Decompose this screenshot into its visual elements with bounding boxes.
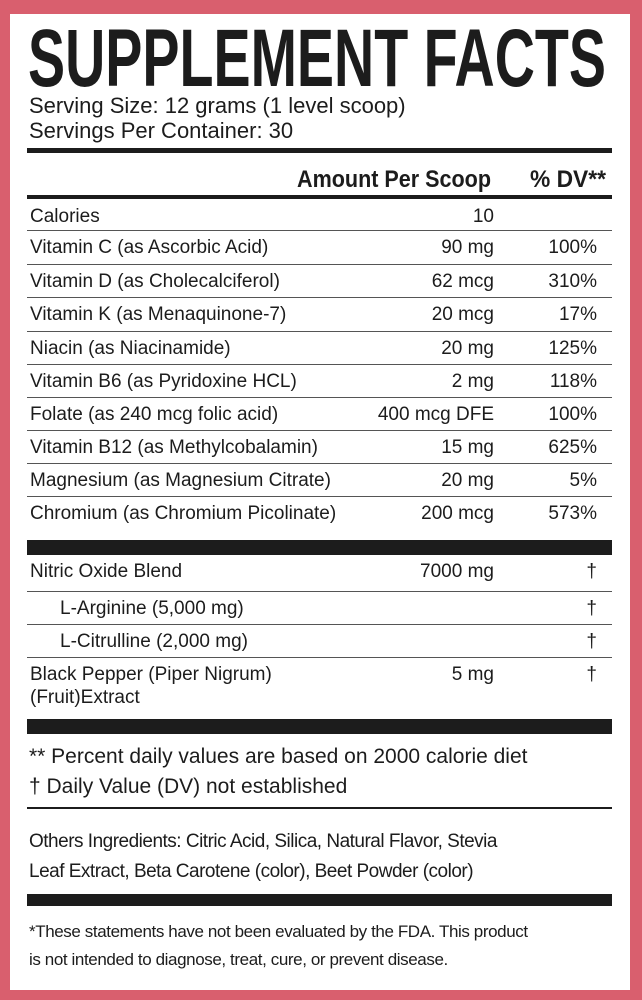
nutrient-name: L-Arginine (5,000 mg) xyxy=(60,598,244,619)
divider xyxy=(27,148,612,153)
nutrient-row: Vitamin C (as Ascorbic Acid) 90 mg 100% xyxy=(27,231,612,265)
nutrient-name: Black Pepper (Piper Nigrum) xyxy=(30,664,272,685)
nutrient-row: Vitamin K (as Menaquinone-7) 20 mcg 17% xyxy=(27,298,612,332)
nutrient-row: Nitric Oxide Blend 7000 mg † xyxy=(27,555,612,592)
nutrient-name: Folate (as 240 mcg folic acid) xyxy=(30,404,279,425)
title: SUPPLEMENT FACTS xyxy=(28,20,606,90)
header-amount: Amount Per Scoop xyxy=(297,166,491,192)
servings-per-container: Servings Per Container: 30 xyxy=(29,118,294,143)
serving-size: Serving Size: 12 grams (1 level scoop) xyxy=(29,93,406,118)
header-amount-svg: Amount Per Scoop xyxy=(297,166,491,192)
divider xyxy=(27,807,612,809)
nutrient-name: Vitamin K (as Menaquinone-7) xyxy=(30,304,287,325)
nutrient-name: Nitric Oxide Blend xyxy=(30,561,183,582)
nutrient-amount: 2 mg xyxy=(451,371,494,392)
nutrient-amount: 400 mcg DFE xyxy=(377,404,494,425)
nutrient-dv: † xyxy=(586,664,597,685)
nutrient-name-line2: (Fruit)Extract xyxy=(30,687,140,708)
nutrient-amount: 10 xyxy=(472,206,494,227)
nutrient-row: Vitamin D (as Cholecalciferol) 62 mcg 310% xyxy=(27,265,612,298)
nutrient-name: Vitamin D (as Cholecalciferol) xyxy=(30,271,280,292)
nutrient-dv: † xyxy=(586,561,597,582)
nutrient-amount: 20 mg xyxy=(441,338,494,359)
nutrient-name: Vitamin C (as Ascorbic Acid) xyxy=(30,237,269,258)
nutrient-name: Chromium (as Chromium Picolinate) xyxy=(30,503,337,524)
nutrient-dv: 100% xyxy=(548,404,597,425)
nutrient-row: Magnesium (as Magnesium Citrate) 20 mg 5% xyxy=(27,464,612,497)
nutrient-dv: 100% xyxy=(548,237,597,258)
header-dv-svg: % DV** xyxy=(530,166,607,192)
nutrient-name: Niacin (as Niacinamide) xyxy=(30,338,231,359)
thick-divider xyxy=(27,719,612,734)
nutrient-dv: † xyxy=(586,631,597,652)
nutrient-dv: 17% xyxy=(558,304,597,325)
header-dv: % DV** xyxy=(530,166,607,192)
nutrient-dv: 125% xyxy=(548,338,597,359)
thick-divider xyxy=(27,894,612,906)
nutrient-row: Vitamin B6 (as Pyridoxine HCL) 2 mg 118% xyxy=(27,365,612,398)
nutrient-dv: 118% xyxy=(549,371,597,392)
nutrient-dv: † xyxy=(586,598,597,619)
footnote-dagger: † Daily Value (DV) not established xyxy=(29,775,348,798)
nutrient-row: Black Pepper (Piper Nigrum) 5 mg † (Fruit)E… xyxy=(27,658,612,714)
nutrient-amount: 20 mg xyxy=(441,470,494,491)
nutrient-amount: 7000 mg xyxy=(420,561,494,582)
nutrient-dv: 625% xyxy=(548,437,597,458)
nutrient-row: L-Arginine (5,000 mg) † xyxy=(27,592,612,625)
nutrient-row: Vitamin B12 (as Methylcobalamin) 15 mg 625… xyxy=(27,431,612,464)
nutrient-amount: 200 mcg xyxy=(421,503,494,524)
disclaimer-line: *These statements have not been evaluate… xyxy=(29,922,528,941)
nutrient-name: Vitamin B12 (as Methylcobalamin) xyxy=(30,437,318,458)
title-svg: SUPPLEMENT FACTS xyxy=(28,20,606,90)
nutrient-amount: 90 mg xyxy=(441,237,494,258)
nutrient-amount: 20 mcg xyxy=(431,304,494,325)
nutrient-amount: 5 mg xyxy=(451,664,494,685)
divider xyxy=(27,195,612,199)
nutrient-row: Chromium (as Chromium Picolinate) 200 mcg… xyxy=(27,497,612,530)
nutrient-name: Calories xyxy=(30,206,100,227)
nutrient-row: L-Citrulline (2,000 mg) † xyxy=(27,625,612,658)
nutrient-name: L-Citrulline (2,000 mg) xyxy=(60,631,248,652)
nutrient-name: Magnesium (as Magnesium Citrate) xyxy=(30,470,331,491)
nutrient-row: Niacin (as Niacinamide) 20 mg 125% xyxy=(27,332,612,365)
nutrient-row: Calories 10 xyxy=(27,200,612,231)
other-ingredients-line: Leaf Extract, Beta Carotene (color), Bee… xyxy=(29,861,474,882)
nutrient-name: Vitamin B6 (as Pyridoxine HCL) xyxy=(30,371,297,392)
thick-divider xyxy=(27,540,612,555)
disclaimer-line: is not intended to diagnose, treat, cure… xyxy=(29,950,448,969)
nutrient-amount: 62 mcg xyxy=(431,271,494,292)
nutrient-row: Folate (as 240 mcg folic acid) 400 mcg DF… xyxy=(27,398,612,431)
nutrient-amount: 15 mg xyxy=(441,437,494,458)
nutrient-dv: 573% xyxy=(548,503,597,524)
other-ingredients-line: Others Ingredients: Citric Acid, Silica,… xyxy=(29,831,497,852)
nutrient-dv: 310% xyxy=(548,271,597,292)
supplement-facts-panel: SUPPLEMENT FACTS Serving Size: 12 grams … xyxy=(10,14,630,990)
nutrient-dv: 5% xyxy=(569,470,597,491)
footnote-dv: ** Percent daily values are based on 200… xyxy=(29,745,528,768)
